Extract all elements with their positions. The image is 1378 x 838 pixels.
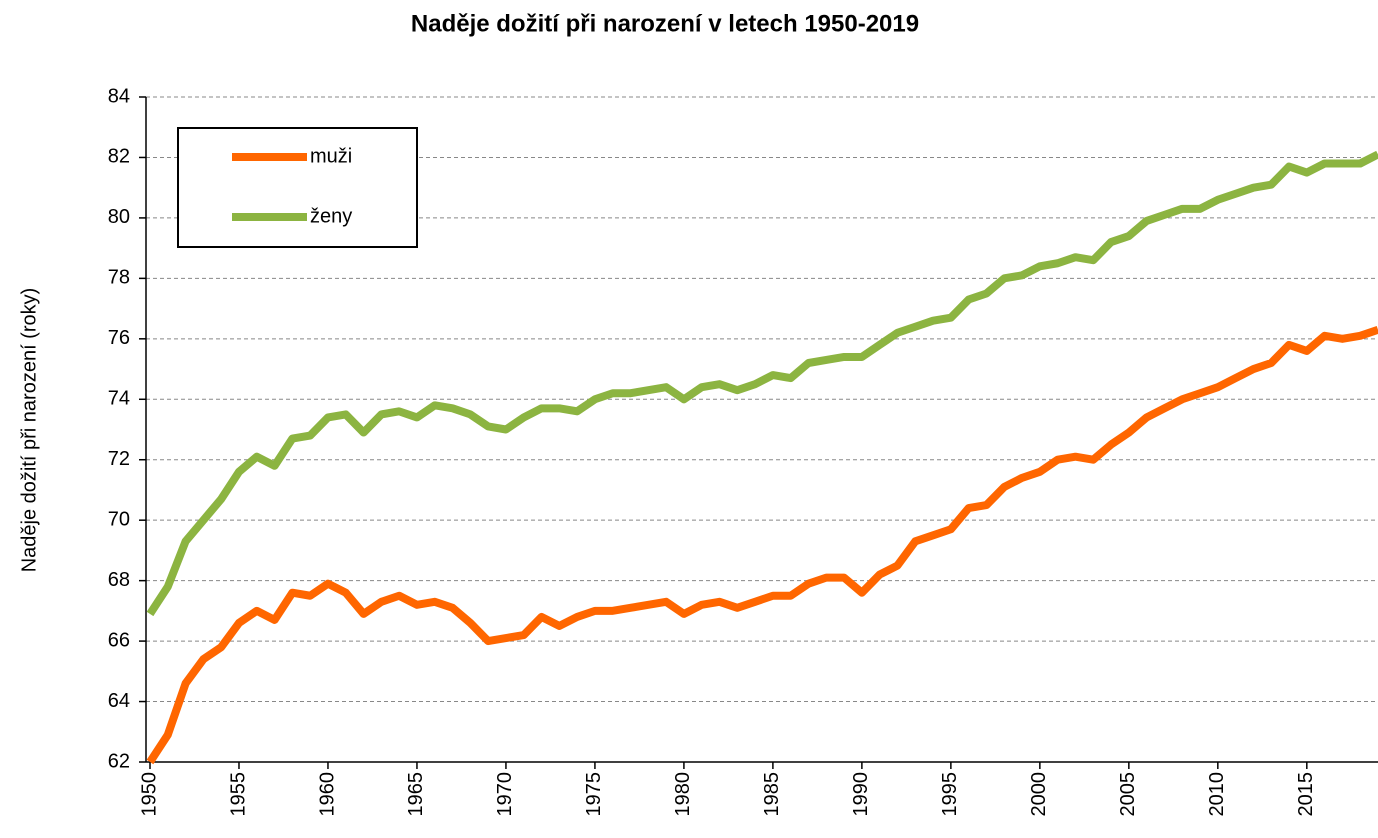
series-line <box>146 150 1378 617</box>
x-tick-label: 1980 <box>672 772 694 817</box>
y-tick-label: 84 <box>108 85 130 107</box>
x-tick-label: 1990 <box>850 772 872 817</box>
y-tick-label: 70 <box>108 508 130 530</box>
x-tick-label: 2000 <box>1028 772 1050 817</box>
x-tick-label: 1995 <box>939 772 961 817</box>
x-tick-label: 1950 <box>138 772 160 817</box>
legend-label: muži <box>310 145 352 167</box>
x-tick-label: 1975 <box>583 772 605 817</box>
y-tick-label: 80 <box>108 206 130 228</box>
y-axis-label: Naděje dožití při narození (roky) <box>18 288 40 573</box>
y-tick-label: 62 <box>108 750 130 772</box>
y-tick-label: 76 <box>108 327 130 349</box>
chart-title: Naděje dožití při narození v letech 1950… <box>411 10 919 37</box>
legend-box <box>177 127 418 248</box>
x-tick-label: 1960 <box>316 772 338 817</box>
x-tick-label: 1965 <box>405 772 427 817</box>
y-tick-label: 64 <box>108 690 130 712</box>
x-tick-label: 1970 <box>494 772 516 817</box>
x-tick-label: 2005 <box>1117 772 1139 817</box>
x-tick-label: 1985 <box>761 772 783 817</box>
y-tick-label: 78 <box>108 267 130 289</box>
y-tick-label: 82 <box>108 146 130 168</box>
y-tick-label: 72 <box>108 448 130 470</box>
y-tick-label: 68 <box>108 569 130 591</box>
y-tick-label: 74 <box>108 388 130 410</box>
legend-label: ženy <box>310 205 352 227</box>
x-tick-label: 2015 <box>1295 772 1317 817</box>
y-tick-label: 66 <box>108 629 130 651</box>
x-tick-label: 1955 <box>227 772 249 817</box>
series-line <box>146 325 1378 765</box>
x-tick-label: 2010 <box>1206 772 1228 817</box>
